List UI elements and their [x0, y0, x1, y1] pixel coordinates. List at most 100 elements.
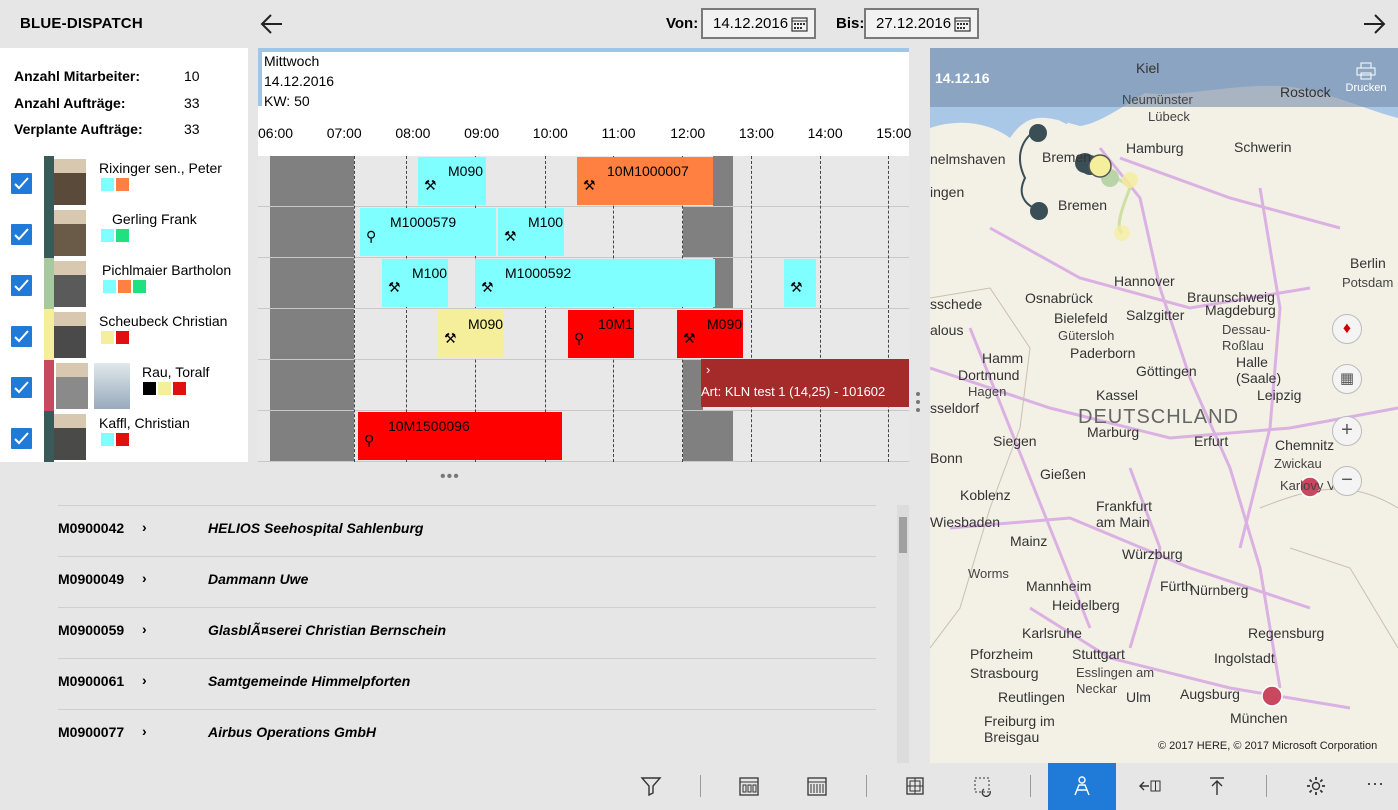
from-date-picker[interactable]: 14.12.2016: [701, 8, 816, 39]
chevron-right-icon[interactable]: ›: [142, 723, 147, 739]
job-block[interactable]: ⚲ 10M1: [568, 310, 634, 358]
employee-list: Rixinger sen., Peter Gerling Frank Pichlma…: [0, 156, 248, 462]
scrollbar-thumb[interactable]: [899, 517, 907, 553]
back-arrow-button[interactable]: [258, 10, 286, 38]
map-city-label: Karlsruhe: [1022, 625, 1082, 641]
map-city-label: Hannover: [1114, 273, 1175, 289]
non-working-block: [270, 309, 354, 359]
upload-button[interactable]: [1192, 763, 1242, 810]
vertical-splitter-handle[interactable]: [916, 392, 922, 416]
dispatch-timeline[interactable]: ⚒ M090 ⚒ 10M1000007 ⚲ M1000579 ⚒ M100 ⚒ M100 ⚒ M100…: [258, 156, 909, 462]
map-city-label: Gütersloh: [1058, 328, 1115, 343]
map-city-label: sseldorf: [930, 400, 980, 416]
job-label: 10M1500096: [388, 418, 470, 434]
employee-checkbox[interactable]: [11, 275, 32, 296]
compass-button[interactable]: ♦: [1332, 314, 1362, 344]
job-block[interactable]: ⚒ M090: [418, 157, 486, 205]
employee-row[interactable]: Scheubeck Christian: [0, 309, 248, 360]
stats-panel: Anzahl Mitarbeiter: 10 Anzahl Aufträge: …: [0, 48, 248, 156]
map-city-label: Regensburg: [1248, 625, 1325, 641]
forward-arrow-button[interactable]: [1360, 10, 1388, 38]
job-label: M1000592: [505, 265, 572, 281]
hour-label: 09:00: [464, 125, 500, 141]
employee-row[interactable]: Rixinger sen., Peter: [0, 156, 248, 207]
employee-checkbox[interactable]: [11, 173, 32, 194]
job-block[interactable]: ⚒ M1000592: [475, 259, 715, 307]
employee-color-bar: [44, 207, 54, 258]
employee-row[interactable]: Kaffl, Christian: [0, 411, 248, 462]
employee-photo: [54, 414, 86, 460]
skill-swatch: [116, 178, 129, 191]
zoom-in-button[interactable]: +: [1332, 416, 1362, 446]
job-block[interactable]: ⚲ 10M1500096: [358, 412, 562, 460]
map-city-label: Ingolstadt: [1214, 650, 1275, 666]
job-tooltip[interactable]: › Art: KLN test 1 (14,25) - 101602: [701, 359, 909, 407]
employee-row[interactable]: Pichlmaier Bartholon: [0, 258, 248, 309]
grid-view-button[interactable]: [890, 763, 940, 810]
skill-swatch: [103, 280, 116, 293]
order-customer: Airbus Operations GmbH: [208, 724, 377, 740]
row-divider: [258, 308, 909, 309]
to-date-value: 27.12.2016: [876, 15, 952, 32]
order-id: M0900042: [58, 520, 125, 536]
to-date-picker[interactable]: 27.12.2016: [864, 8, 979, 39]
hammer-icon: ⚒: [481, 279, 494, 295]
printer-icon: [1356, 62, 1376, 80]
map-style-button[interactable]: ▦: [1332, 364, 1362, 394]
settings-button[interactable]: [1291, 763, 1341, 810]
chevron-right-icon[interactable]: ›: [142, 570, 147, 586]
order-list-scrollbar[interactable]: [897, 505, 909, 763]
employee-color-bar: [44, 360, 54, 411]
chevron-right-icon[interactable]: ›: [142, 621, 147, 637]
employee-row[interactable]: Rau, Toralf: [0, 360, 248, 411]
hammer-icon: ⚒: [790, 279, 803, 295]
order-row[interactable]: M0900049 › Dammann Uwe: [58, 556, 876, 606]
row-divider: [258, 359, 909, 360]
skill-swatch: [143, 382, 156, 395]
to-label: Bis:: [836, 15, 865, 32]
more-options-button[interactable]: ···: [1366, 773, 1384, 793]
map-city-label: Chemnitz: [1275, 437, 1335, 453]
arrow-to-grid-icon: [1139, 780, 1161, 792]
top-bar: BLUE-DISPATCH Von: 14.12.2016 Bis: 27.12…: [0, 0, 1398, 48]
job-block[interactable]: ⚒ M100: [498, 208, 564, 256]
day-header-accent: [258, 48, 909, 52]
reschedule-button[interactable]: [958, 763, 1008, 810]
horizontal-splitter-handle[interactable]: •••: [440, 468, 460, 485]
non-working-block: [270, 156, 354, 206]
order-row[interactable]: M0900077 › Airbus Operations GmbH: [58, 709, 876, 759]
chevron-right-icon[interactable]: ›: [142, 519, 147, 535]
map-city-label: Lübeck: [1148, 109, 1190, 124]
employee-checkbox[interactable]: [11, 224, 32, 245]
employee-checkbox[interactable]: [11, 428, 32, 449]
map-view[interactable]: 14.12.16 Drucken Kiel Rostock Neumünster Lü…: [930, 48, 1398, 763]
order-row[interactable]: M0900061 › Samtgemeinde Himmelpforten: [58, 658, 876, 708]
chevron-right-icon[interactable]: ›: [142, 672, 147, 688]
job-block[interactable]: ⚲ M1000579: [360, 208, 496, 256]
filter-button[interactable]: [626, 763, 676, 810]
dispatch-mode-button[interactable]: [1048, 763, 1116, 810]
job-block[interactable]: ⚒ M090: [677, 310, 743, 358]
map-city-label: Gießen: [1040, 466, 1086, 482]
order-row[interactable]: M0900059 › GlasblÃ¤serei Christian Bernsch…: [58, 607, 876, 657]
day-view-button[interactable]: [724, 763, 774, 810]
move-left-button[interactable]: [1124, 763, 1174, 810]
employee-checkbox[interactable]: [11, 326, 32, 347]
job-block[interactable]: ⚒ 10M1000007: [577, 157, 713, 205]
employee-row[interactable]: Gerling Frank: [0, 207, 248, 258]
map-city-label: Augsburg: [1180, 686, 1240, 702]
job-block[interactable]: ⚒: [784, 259, 816, 307]
print-button[interactable]: Drucken: [1340, 62, 1392, 102]
map-city-label: Potsdam: [1342, 275, 1394, 290]
zoom-out-button[interactable]: −: [1332, 466, 1362, 496]
order-row[interactable]: M0900042 › HELIOS Seehospital Sahlenburg: [58, 505, 876, 555]
job-block[interactable]: ⚒ M090: [438, 310, 504, 358]
map-city-label: Bremen: [1042, 149, 1092, 165]
job-block[interactable]: ⚒ M100: [382, 259, 448, 307]
bottom-toolbar: ···: [0, 763, 1398, 810]
map-copyright: © 2017 HERE, © 2017 Microsoft Corporatio…: [1158, 740, 1378, 752]
week-view-button[interactable]: [792, 763, 842, 810]
map-city-label: Wiesbaden: [930, 514, 1001, 530]
stat-label: Verplante Aufträge:: [14, 121, 143, 137]
employee-checkbox[interactable]: [11, 377, 32, 398]
